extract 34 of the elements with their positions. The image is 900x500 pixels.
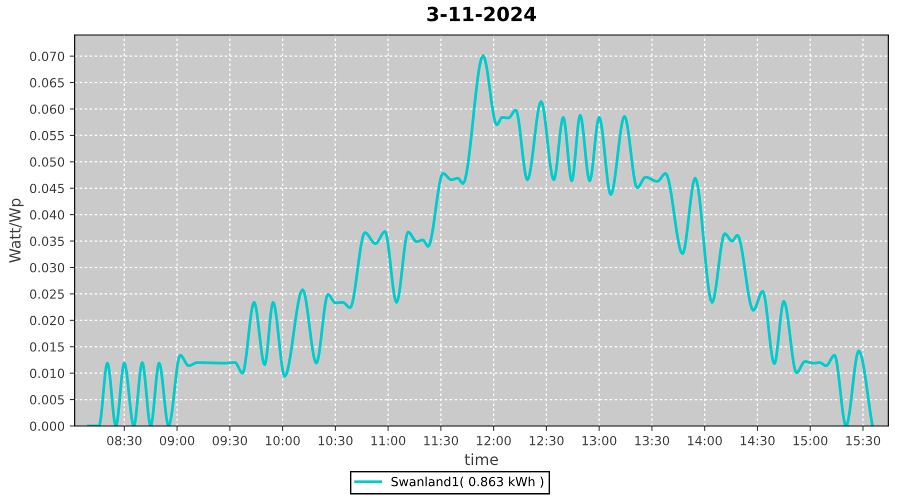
x-tick-label: 13:00	[582, 436, 616, 446]
x-tick-label: 11:00	[371, 436, 406, 446]
x-tick-label: 15:00	[794, 436, 828, 446]
y-tick-label: 0.065	[30, 78, 64, 88]
y-tick-label: 0.040	[30, 210, 64, 220]
y-tick-label: 0.030	[30, 262, 64, 272]
y-tick-label: 0.010	[30, 368, 64, 378]
x-tick-label: 12:00	[476, 436, 511, 446]
y-tick-label: 0.025	[30, 289, 64, 299]
x-tick-label: 11:30	[424, 436, 458, 446]
y-tick-label: 0.055	[30, 130, 64, 140]
y-tick-label: 0.035	[30, 236, 64, 246]
y-tick-label: 0.070	[30, 52, 64, 62]
x-tick-label: 09:00	[160, 436, 194, 446]
x-tick-label: 13:30	[635, 436, 670, 446]
y-tick-label: 0.045	[30, 184, 64, 194]
x-tick-label: 10:30	[318, 436, 353, 446]
x-tick-label: 14:00	[688, 436, 722, 446]
x-tick-label: 14:30	[740, 436, 775, 446]
y-tick-label: 0.000	[30, 421, 64, 431]
y-tick-label: 0.020	[30, 316, 64, 326]
y-tick-label: 0.015	[30, 342, 64, 352]
x-tick-label: 12:30	[530, 436, 564, 446]
x-tick-label: 10:00	[266, 436, 300, 446]
chart-title: 3-11-2024	[427, 6, 536, 22]
y-tick-label: 0.050	[30, 157, 64, 167]
legend-label: Swanland1( 0.863 kWh )	[391, 476, 544, 488]
y-axis-title: Watt/Wp	[9, 198, 24, 263]
x-tick-label: 08:30	[107, 436, 142, 446]
x-axis-title: time	[464, 453, 498, 466]
y-tick-label: 0.005	[30, 395, 64, 405]
y-tick-label: 0.060	[30, 104, 64, 114]
x-tick-label: 15:30	[846, 436, 880, 446]
x-tick-label: 09:30	[212, 436, 248, 446]
